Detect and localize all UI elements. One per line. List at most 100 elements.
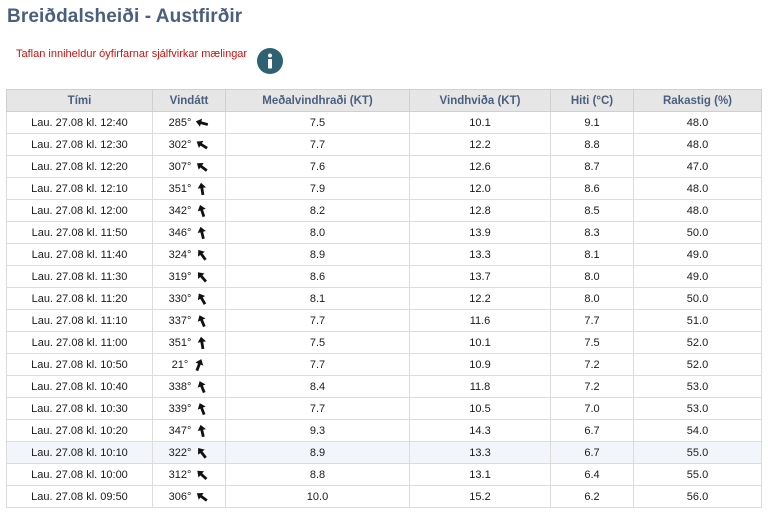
cell-gust: 13.1 [409,463,551,486]
wind-arrow-icon [195,248,209,262]
table-row: Lau. 27.08 kl. 11:50 346° 8.0 13.9 8.3 50.0 [6,221,762,244]
col-header-mean-wind[interactable]: Meðalvindhraði (KT) [225,89,410,112]
col-header-temperature[interactable]: Hiti (°C) [550,89,634,112]
cell-mean-wind: 8.9 [225,441,410,464]
cell-wind-direction: 21° [152,353,226,376]
cell-wind-direction: 324° [152,243,226,266]
cell-time: Lau. 27.08 kl. 11:00 [6,331,153,354]
wind-arrow-icon [195,468,209,482]
cell-mean-wind: 8.4 [225,375,410,398]
cell-mean-wind: 8.8 [225,463,410,486]
col-header-gust[interactable]: Vindhviða (KT) [409,89,551,112]
cell-wind-direction: 347° [152,419,226,442]
cell-mean-wind: 7.7 [225,309,410,332]
cell-wind-direction: 342° [152,199,226,222]
wind-degrees: 285° [168,116,192,129]
cell-temperature: 8.6 [550,177,634,200]
col-header-time[interactable]: Tími [6,89,153,112]
cell-mean-wind: 8.1 [225,287,410,310]
cell-humidity: 48.0 [633,133,762,156]
cell-humidity: 50.0 [633,221,762,244]
wind-degrees: 351° [168,336,192,349]
table-row: Lau. 27.08 kl. 12:10 351° 7.9 12.0 8.6 48.0 [6,177,762,200]
cell-temperature: 9.1 [550,111,634,134]
cell-wind-direction: 337° [152,309,226,332]
measurements-table: Tími Vindátt Meðalvindhraði (KT) Vindhvi… [6,89,762,508]
cell-time: Lau. 27.08 kl. 11:30 [6,265,153,288]
cell-wind-direction: 322° [152,441,226,464]
cell-temperature: 8.0 [550,265,634,288]
cell-temperature: 8.5 [550,199,634,222]
wind-degrees: 330° [168,292,192,305]
cell-humidity: 51.0 [633,309,762,332]
cell-time: Lau. 27.08 kl. 10:10 [6,441,153,464]
table-header-row: Tími Vindátt Meðalvindhraði (KT) Vindhvi… [6,89,762,112]
wind-degrees: 337° [168,314,192,327]
cell-time: Lau. 27.08 kl. 11:40 [6,243,153,266]
cell-time: Lau. 27.08 kl. 11:10 [6,309,153,332]
cell-humidity: 48.0 [633,111,762,134]
wind-degrees: 319° [168,270,192,283]
cell-mean-wind: 7.6 [225,155,410,178]
wind-arrow-icon [195,336,209,350]
col-header-humidity[interactable]: Rakastig (%) [633,89,762,112]
cell-temperature: 7.0 [550,397,634,420]
cell-time: Lau. 27.08 kl. 10:50 [6,353,153,376]
cell-wind-direction: 351° [152,177,226,200]
wind-degrees: 339° [168,402,192,415]
cell-humidity: 52.0 [633,331,762,354]
cell-mean-wind: 7.5 [225,111,410,134]
cell-mean-wind: 8.9 [225,243,410,266]
table-row: Lau. 27.08 kl. 10:40 338° 8.4 11.8 7.2 53.0 [6,375,762,398]
cell-humidity: 53.0 [633,375,762,398]
cell-temperature: 7.2 [550,375,634,398]
cell-mean-wind: 7.9 [225,177,410,200]
table-row: Lau. 27.08 kl. 10:50 21° 7.7 10.9 7.2 52.0 [6,353,762,376]
cell-wind-direction: 319° [152,265,226,288]
wind-degrees: 307° [168,160,192,173]
cell-humidity: 56.0 [633,485,762,508]
cell-wind-direction: 306° [152,485,226,508]
cell-temperature: 6.7 [550,441,634,464]
cell-temperature: 7.7 [550,309,634,332]
cell-wind-direction: 307° [152,155,226,178]
cell-time: Lau. 27.08 kl. 12:40 [6,111,153,134]
cell-temperature: 8.3 [550,221,634,244]
cell-humidity: 54.0 [633,419,762,442]
wind-degrees: 347° [168,424,192,437]
table-row: Lau. 27.08 kl. 11:20 330° 8.1 12.2 8.0 50.0 [6,287,762,310]
cell-time: Lau. 27.08 kl. 10:20 [6,419,153,442]
col-header-wind-direction[interactable]: Vindátt [152,89,226,112]
cell-humidity: 50.0 [633,287,762,310]
cell-humidity: 48.0 [633,177,762,200]
cell-humidity: 55.0 [633,441,762,464]
wind-degrees: 322° [168,446,192,459]
cell-wind-direction: 339° [152,397,226,420]
table-row: Lau. 27.08 kl. 12:30 302° 7.7 12.2 8.8 48.0 [6,133,762,156]
wind-arrow-icon [195,446,209,460]
wind-arrow-icon [195,138,209,152]
cell-humidity: 48.0 [633,199,762,222]
cell-gust: 10.1 [409,331,551,354]
wind-arrow-icon [195,292,209,306]
wind-arrow-icon [195,204,209,218]
cell-mean-wind: 8.6 [225,265,410,288]
cell-gust: 13.3 [409,243,551,266]
wind-degrees: 342° [168,204,192,217]
cell-temperature: 6.4 [550,463,634,486]
cell-mean-wind: 8.2 [225,199,410,222]
cell-temperature: 8.0 [550,287,634,310]
cell-temperature: 6.2 [550,485,634,508]
cell-gust: 12.2 [409,133,551,156]
info-icon[interactable] [257,48,283,74]
cell-humidity: 49.0 [633,243,762,266]
table-row: Lau. 27.08 kl. 12:00 342° 8.2 12.8 8.5 48.0 [6,199,762,222]
table-body: Lau. 27.08 kl. 12:40 285° 7.5 10.1 9.1 48.0 La… [6,111,762,508]
table-row: Lau. 27.08 kl. 10:00 312° 8.8 13.1 6.4 55.0 [6,463,762,486]
cell-gust: 13.9 [409,221,551,244]
cell-gust: 10.9 [409,353,551,376]
cell-time: Lau. 27.08 kl. 12:20 [6,155,153,178]
cell-humidity: 52.0 [633,353,762,376]
cell-mean-wind: 7.7 [225,133,410,156]
cell-wind-direction: 338° [152,375,226,398]
